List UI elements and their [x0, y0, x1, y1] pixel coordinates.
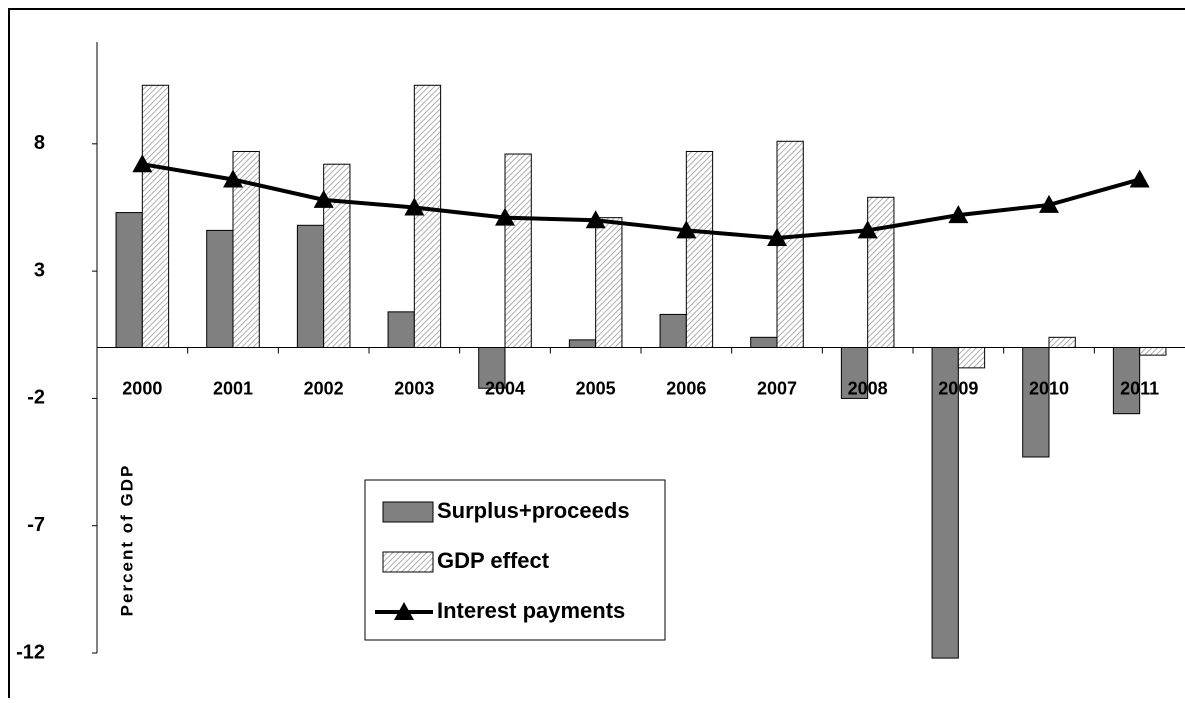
- marker: [495, 207, 515, 226]
- legend-label: Interest payments: [437, 598, 625, 623]
- marker: [767, 228, 787, 247]
- marker: [1039, 194, 1059, 213]
- x-tick-label: 2004: [485, 378, 525, 398]
- bar: [141, 84, 170, 348]
- marker: [676, 220, 697, 239]
- x-tick-label: 2010: [1029, 378, 1069, 398]
- x-tick-label: 2001: [213, 378, 253, 398]
- bar: [296, 224, 325, 348]
- x-tick-label: 2003: [394, 378, 434, 398]
- legend-label: Surplus+proceeds: [437, 498, 630, 523]
- x-tick-label: 2008: [848, 378, 888, 398]
- bar: [1139, 347, 1167, 356]
- legend-label: GDP effect: [437, 548, 550, 573]
- bar: [568, 339, 597, 348]
- x-tick-label: 2011: [1120, 378, 1159, 398]
- marker: [948, 205, 969, 224]
- y-tick-label: 8: [34, 132, 45, 154]
- legend-swatch: [382, 501, 434, 523]
- y-tick-label: -12: [16, 641, 45, 663]
- bar: [1022, 347, 1050, 458]
- marker: [313, 189, 334, 208]
- x-tick-label: 2006: [666, 378, 706, 398]
- bar: [1112, 347, 1141, 415]
- bar: [685, 150, 714, 348]
- bar: [206, 229, 234, 348]
- y-tick-label: -2: [27, 387, 45, 409]
- bar: [931, 347, 959, 659]
- x-tick-label: 2005: [576, 378, 616, 398]
- marker: [857, 220, 878, 239]
- bar: [1048, 336, 1076, 349]
- marker: [223, 169, 243, 188]
- bar: [595, 217, 623, 348]
- bar: [504, 153, 532, 348]
- marker: [132, 154, 153, 173]
- bar: [957, 347, 986, 369]
- y-axis-label: Percent of GDP: [117, 464, 136, 617]
- bar: [750, 336, 778, 349]
- x-tick-label: 2007: [757, 378, 797, 398]
- legend-swatch: [382, 551, 434, 573]
- x-tick-label: 2002: [304, 378, 344, 398]
- bar: [659, 313, 687, 349]
- bar: [387, 311, 415, 349]
- bar: [115, 212, 143, 348]
- marker: [585, 210, 606, 229]
- bar: [867, 196, 895, 348]
- x-tick-label: 2009: [938, 378, 978, 398]
- bar: [478, 347, 506, 389]
- line: [142, 162, 1141, 241]
- y-tick-label: 3: [34, 259, 45, 281]
- x-tick-label: 2000: [122, 378, 162, 398]
- marker: [1129, 169, 1150, 188]
- y-tick-label: -7: [27, 514, 45, 536]
- chart-border: [8, 8, 1185, 703]
- bar: [323, 163, 351, 348]
- legend-marker: [394, 602, 414, 620]
- bar: [840, 347, 869, 399]
- bar: [413, 84, 442, 348]
- marker: [404, 197, 425, 216]
